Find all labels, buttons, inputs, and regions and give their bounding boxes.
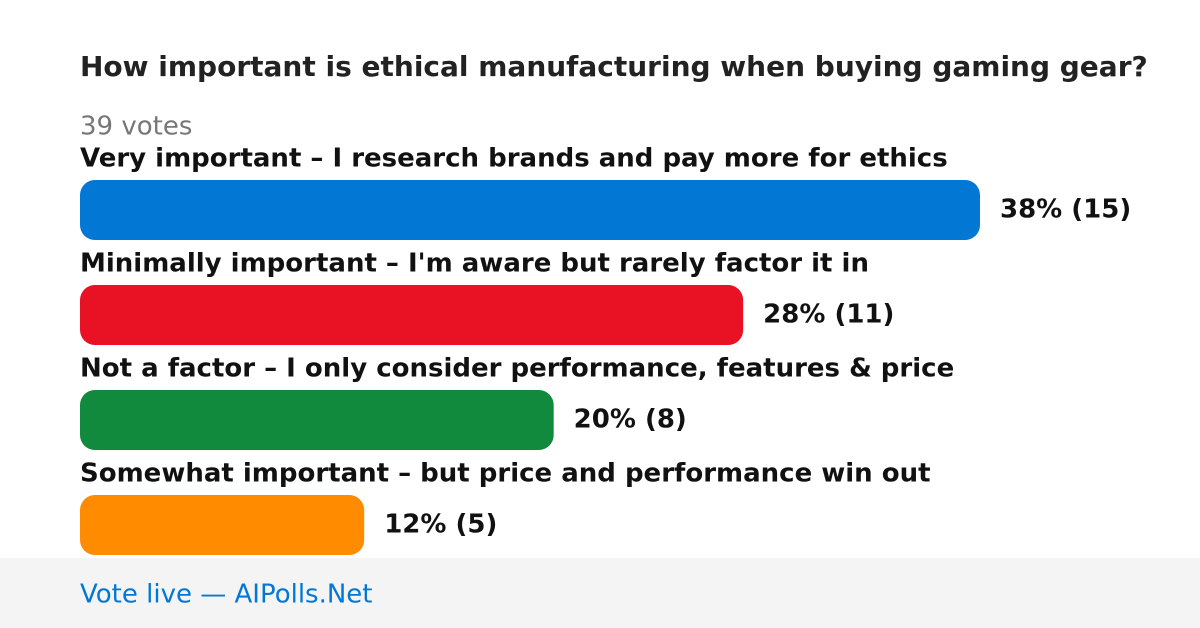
option-label: Very important – I research brands and p… [80, 144, 948, 174]
footer-link[interactable]: Vote live — AIPolls.Net [80, 580, 373, 610]
option-label: Minimally important – I'm aware but rare… [80, 249, 869, 279]
bar [80, 180, 980, 240]
value-label: 38% (15) [1000, 195, 1131, 225]
vote-count: 39 votes [80, 112, 192, 142]
footer-bg [0, 558, 1200, 628]
value-label: 20% (8) [574, 405, 687, 435]
bar [80, 495, 365, 555]
bar [80, 285, 744, 345]
value-label: 28% (11) [763, 300, 894, 330]
bar [80, 390, 554, 450]
chart-title: How important is ethical manufacturing w… [80, 50, 1148, 83]
option-label: Somewhat important – but price and perfo… [80, 459, 931, 489]
option-label: Not a factor – I only consider performan… [80, 354, 954, 384]
value-label: 12% (5) [384, 510, 497, 540]
